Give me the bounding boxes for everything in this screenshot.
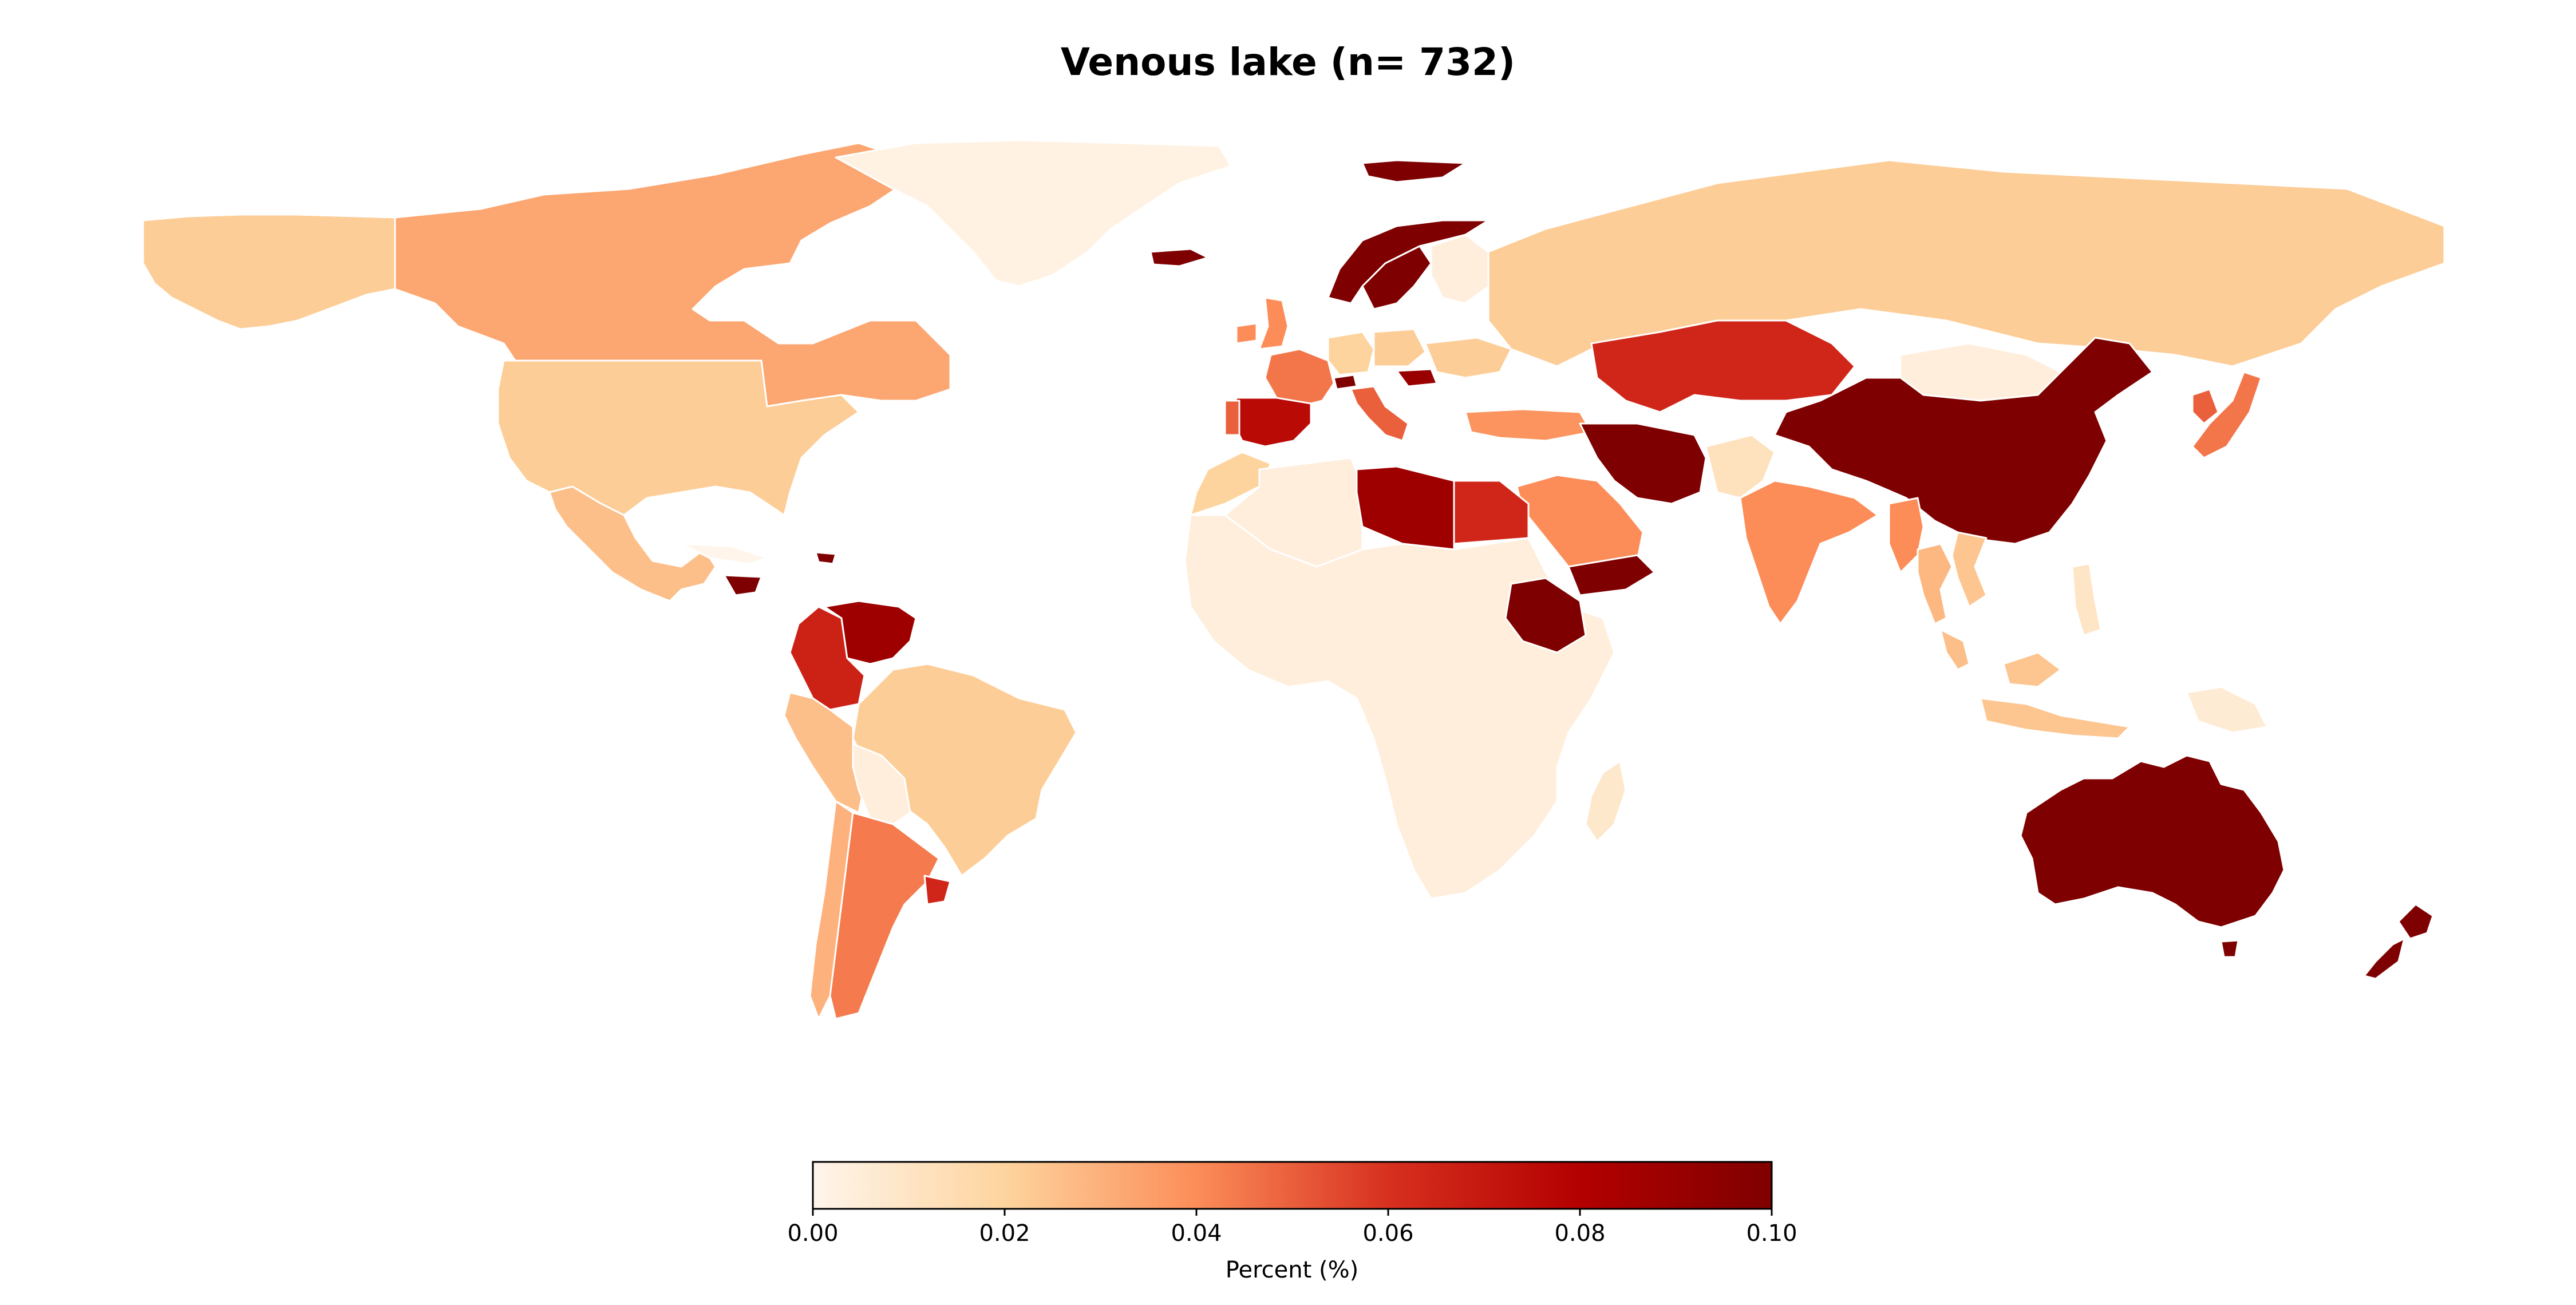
colorbar-tick-label: 0.10 bbox=[1746, 1220, 1797, 1247]
colorbar-tick-label: 0.08 bbox=[1554, 1220, 1605, 1247]
country-cuba[interactable] bbox=[680, 543, 768, 565]
country-papua-new-guinea[interactable] bbox=[2186, 686, 2268, 734]
country-svalbard[interactable] bbox=[1361, 159, 1467, 183]
country-malaysia[interactable] bbox=[1939, 628, 1970, 671]
country-ireland[interactable] bbox=[1235, 322, 1258, 345]
country-iran[interactable] bbox=[1579, 422, 1707, 505]
country-france[interactable] bbox=[1264, 348, 1335, 408]
country-vietnam[interactable] bbox=[1951, 531, 1988, 608]
country-finland[interactable] bbox=[1430, 234, 1490, 304]
country-venezuela[interactable] bbox=[823, 600, 917, 665]
country-united-kingdom[interactable] bbox=[1258, 296, 1289, 350]
colorbar-tick-label: 0.04 bbox=[1171, 1220, 1222, 1247]
world-map bbox=[142, 139, 2445, 1020]
country-united-states[interactable] bbox=[497, 359, 860, 516]
country-morocco[interactable] bbox=[1190, 451, 1272, 516]
country-uruguay[interactable] bbox=[923, 875, 951, 905]
colorbar-tick-label: 0.00 bbox=[787, 1220, 838, 1247]
country-pakistan[interactable] bbox=[1705, 434, 1776, 499]
country-honduras[interactable] bbox=[723, 574, 762, 596]
country-greenland[interactable] bbox=[835, 139, 1232, 287]
country-norway[interactable] bbox=[1327, 219, 1490, 304]
country-turkey[interactable] bbox=[1464, 408, 1593, 442]
country-australia[interactable] bbox=[2020, 754, 2285, 928]
country-philippines[interactable] bbox=[2071, 563, 2102, 636]
country-thailand[interactable] bbox=[1917, 543, 1953, 625]
country-yemen[interactable] bbox=[1567, 554, 1656, 596]
country-germany[interactable] bbox=[1327, 331, 1375, 376]
country-argentina[interactable] bbox=[829, 812, 940, 1020]
country-egypt[interactable] bbox=[1453, 480, 1530, 545]
country-hungary[interactable] bbox=[1396, 368, 1438, 387]
country-dominican-republic[interactable] bbox=[815, 551, 837, 565]
country-india[interactable] bbox=[1739, 480, 1879, 625]
colorbar-ticks: 0.00 0.02 0.04 0.06 0.08 0.10 bbox=[787, 1209, 1797, 1247]
country-tasmania[interactable] bbox=[2220, 939, 2239, 958]
country-ukraine[interactable] bbox=[1424, 337, 1512, 379]
country-korea[interactable] bbox=[2191, 388, 2219, 425]
colorbar-label: Percent (%) bbox=[1226, 1257, 1358, 1283]
country-portugal[interactable] bbox=[1224, 400, 1240, 436]
country-china[interactable] bbox=[1773, 337, 2154, 545]
country-madagascar[interactable] bbox=[1585, 760, 1627, 843]
country-africa[interactable] bbox=[1184, 514, 1615, 900]
country-indonesia[interactable] bbox=[1980, 651, 2131, 739]
country-kazakhstan[interactable] bbox=[1590, 319, 1856, 413]
country-sweden[interactable] bbox=[1361, 245, 1432, 310]
country-libya[interactable] bbox=[1356, 465, 1455, 551]
country-new-zealand[interactable] bbox=[2363, 903, 2434, 980]
colorbar-tick-label: 0.02 bbox=[979, 1220, 1030, 1247]
country-switzerland[interactable] bbox=[1333, 374, 1358, 390]
country-alaska[interactable] bbox=[142, 213, 396, 330]
colorbar-tick-label: 0.06 bbox=[1362, 1220, 1413, 1247]
country-poland[interactable] bbox=[1373, 328, 1427, 367]
colorbar-gradient bbox=[812, 1161, 1773, 1210]
map-title: Venous lake (n= 732) bbox=[1060, 40, 1516, 84]
country-mexico[interactable] bbox=[548, 485, 717, 602]
country-mongolia[interactable] bbox=[1899, 342, 2062, 402]
country-japan[interactable] bbox=[2191, 371, 2262, 459]
country-ethiopia[interactable] bbox=[1504, 577, 1587, 654]
country-italy[interactable] bbox=[1350, 385, 1409, 442]
country-iceland[interactable] bbox=[1149, 248, 1209, 267]
country-spain[interactable] bbox=[1230, 397, 1312, 448]
country-russia[interactable] bbox=[1487, 159, 2445, 367]
